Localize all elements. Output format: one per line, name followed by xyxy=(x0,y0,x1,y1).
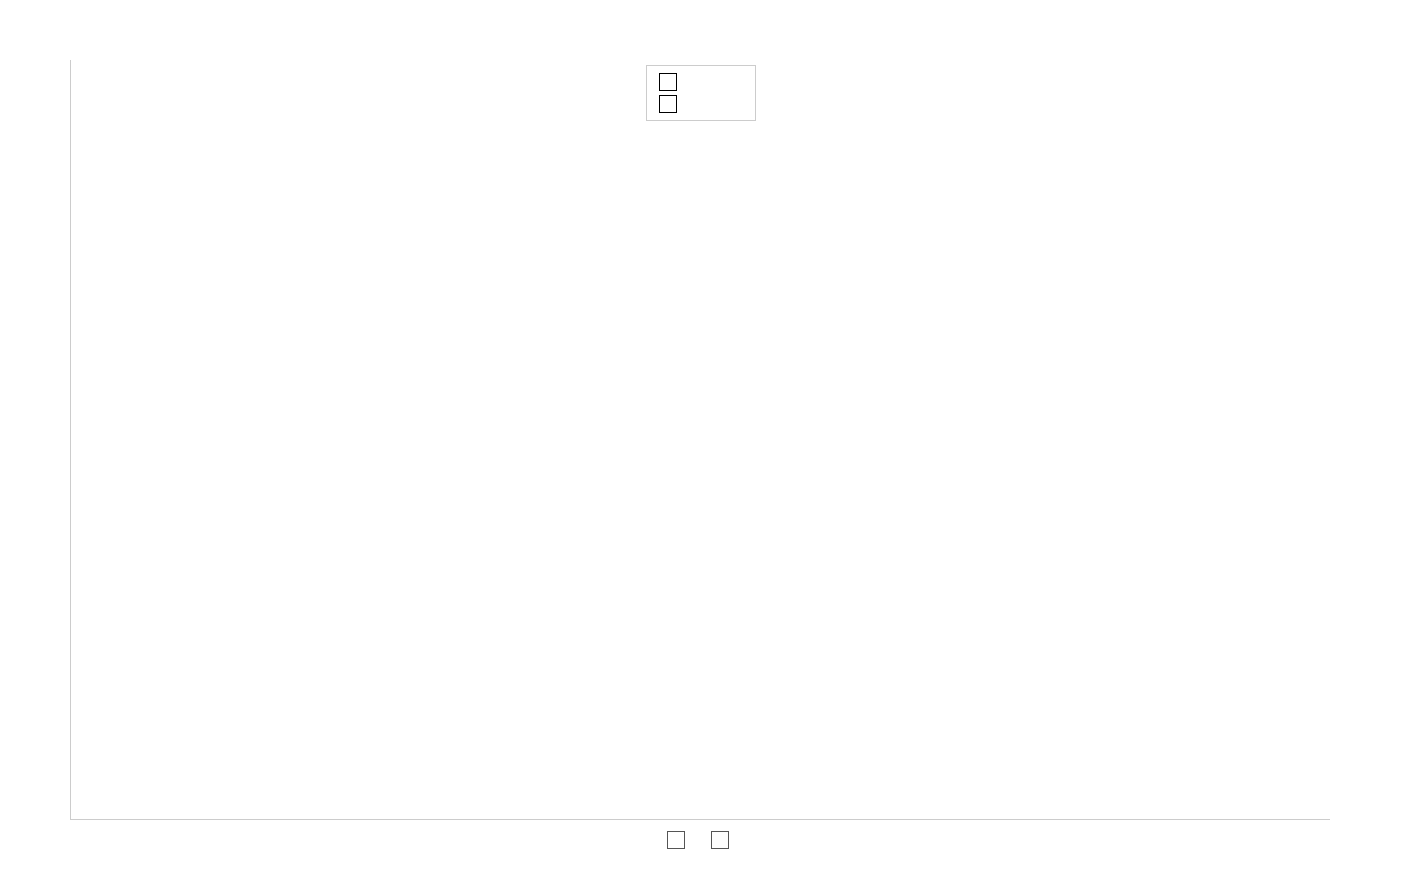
legend-item-okinawans xyxy=(667,831,691,849)
chart-container xyxy=(50,50,1350,830)
series-legend xyxy=(667,831,735,849)
legend-row-indians xyxy=(659,93,743,115)
legend-item-indians xyxy=(711,831,735,849)
swatch-indians-bottom xyxy=(711,831,729,849)
correlation-legend xyxy=(646,65,756,121)
swatch-okinawans xyxy=(659,73,677,91)
swatch-okinawans-bottom xyxy=(667,831,685,849)
swatch-indians xyxy=(659,95,677,113)
plot-area xyxy=(70,60,1330,820)
legend-row-okinawans xyxy=(659,71,743,93)
